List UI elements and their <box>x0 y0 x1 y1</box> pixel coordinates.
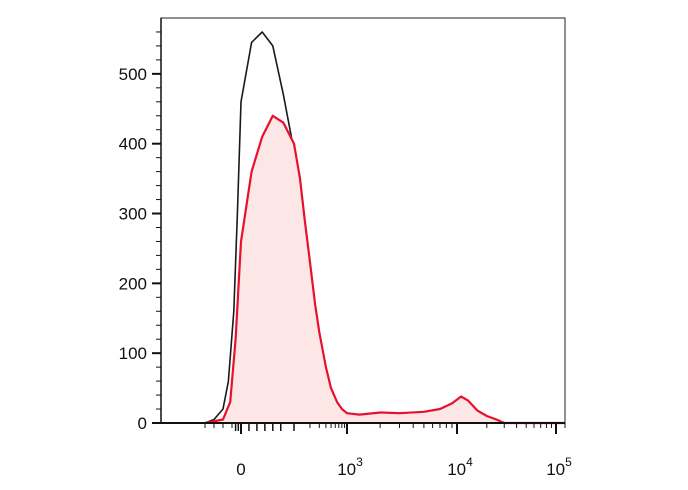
y-tick-label: 400 <box>119 135 147 154</box>
x-tick-label: 104 <box>447 455 473 479</box>
x-tick-label: 103 <box>337 455 363 479</box>
x-tick-label: 0 <box>236 460 245 479</box>
series-1 <box>204 114 565 425</box>
series-1-line <box>204 114 565 425</box>
plot-area <box>204 31 565 425</box>
x-tick-label: 105 <box>546 455 572 479</box>
y-tick-label: 500 <box>119 65 147 84</box>
y-tick-label: 200 <box>119 274 147 293</box>
y-tick-label: 300 <box>119 205 147 224</box>
series-1-fill <box>205 115 565 424</box>
plot-frame <box>160 17 566 424</box>
y-tick-label: 0 <box>138 414 147 433</box>
axes: 0 100 200 300 400 500 0 103 104 105 <box>119 17 572 479</box>
y-tick-label: 100 <box>119 344 147 363</box>
